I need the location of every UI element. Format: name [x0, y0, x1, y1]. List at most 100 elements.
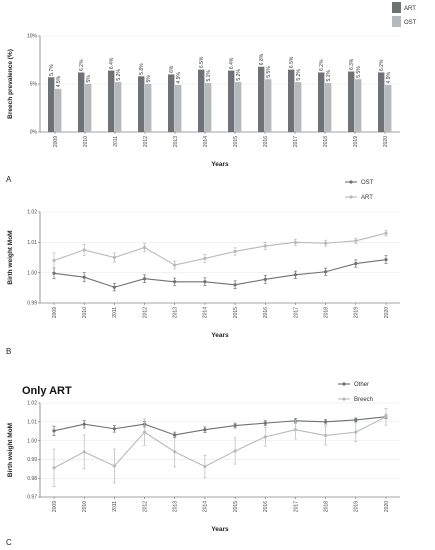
bar-data-label: 6.2% [379, 59, 385, 71]
y-tick-label: 1.02 [27, 401, 37, 407]
data-point-breech [354, 430, 358, 434]
bar-data-label: 6% [169, 65, 175, 73]
x-tick-label: 2014 [203, 307, 209, 318]
x-tick-label: 2018 [323, 307, 329, 318]
bar-data-label: 6.4% [229, 57, 235, 69]
data-point-art [354, 239, 358, 243]
bar-ost [55, 88, 62, 132]
data-point-ost [384, 258, 388, 262]
data-point-other [233, 423, 237, 428]
x-tick-label: 2019 [354, 307, 360, 318]
bar-ost [295, 82, 302, 132]
y-axis-title: Breech prevalence (%) [7, 49, 14, 119]
x-tick-label: 2015 [233, 501, 239, 512]
bar-ost [355, 79, 362, 132]
y-tick-label: 1.00 [27, 438, 37, 444]
legend-label: Other [354, 382, 369, 388]
series-line-breech [53, 416, 387, 469]
data-point-breech [142, 430, 147, 434]
bar-ost [85, 84, 92, 132]
x-tick-label: 2014 [203, 501, 209, 512]
data-point-ost [324, 270, 328, 274]
series-line-other [53, 416, 387, 436]
data-point-other [82, 422, 86, 426]
y-tick-label: 0% [30, 130, 38, 136]
x-tick-label: 2016 [263, 136, 269, 147]
data-point-breech [263, 435, 267, 439]
bar-data-label: 6.5% [199, 56, 205, 68]
data-point-breech [82, 450, 86, 454]
x-axis-title: Years [211, 526, 229, 533]
x-tick-label: 2010 [83, 136, 89, 147]
legend-marker-other [342, 382, 346, 386]
x-tick-label: 2011 [112, 307, 118, 318]
data-point-art [384, 231, 388, 235]
x-tick-label: 2020 [384, 307, 390, 318]
bar-data-label: 5.8% [139, 63, 145, 75]
data-point-art [263, 244, 267, 248]
legend-label: OST [361, 180, 374, 186]
data-point-art [142, 245, 147, 250]
y-tick-label: 5% [30, 82, 38, 88]
bar-data-label: 5% [86, 75, 92, 83]
panel-letter-c: C [6, 538, 12, 547]
x-tick-label: 2012 [142, 307, 148, 318]
data-point-breech [293, 428, 298, 432]
data-point-ost [293, 273, 298, 277]
bar-art [168, 74, 175, 132]
x-tick-label: 2017 [293, 501, 299, 512]
x-tick-label: 2009 [52, 501, 58, 512]
x-tick-label: 2020 [383, 136, 389, 147]
bar-data-label: 6.3% [349, 58, 355, 70]
bar-data-label: 6.5% [289, 56, 295, 68]
bar-data-label: 5% [146, 75, 152, 83]
y-tick-label: 0.99 [27, 457, 37, 463]
data-point-breech [173, 450, 177, 454]
x-tick-label: 2018 [323, 501, 329, 512]
data-point-art [203, 256, 207, 261]
bar-data-label: 4.9% [386, 72, 392, 84]
bar-data-label: 5.5% [356, 66, 362, 78]
x-tick-label: 2012 [143, 136, 149, 147]
data-point-art [112, 255, 116, 260]
bar-data-label: 5.5% [266, 66, 272, 78]
data-point-ost [173, 280, 177, 284]
data-point-other [263, 421, 267, 425]
chart-title: Only ART [22, 385, 72, 397]
bar-data-label: 5.7% [49, 64, 55, 76]
bar-data-label: 6.8% [259, 53, 265, 65]
bar-data-label: 4.9% [176, 72, 182, 84]
bar-ost [205, 83, 212, 132]
x-tick-label: 2019 [354, 501, 360, 512]
x-tick-label: 2013 [173, 136, 179, 147]
data-point-art [233, 249, 237, 254]
data-point-breech [324, 433, 328, 438]
bar-data-label: 6.4% [109, 57, 115, 69]
legend-swatch-art [392, 2, 401, 13]
data-point-ost [52, 271, 56, 275]
series-line-ost [53, 259, 387, 288]
x-tick-label: 2011 [112, 501, 118, 512]
bar-data-label: 5.2% [236, 69, 242, 81]
bar-art [78, 72, 85, 132]
legend-label: OST [404, 20, 417, 26]
panel-letter-b: B [6, 347, 11, 356]
x-tick-label: 2016 [263, 307, 269, 318]
x-tick-label: 2012 [142, 501, 148, 512]
data-point-breech [52, 466, 56, 470]
bar-art [108, 70, 115, 132]
y-tick-label: 0.99 [27, 301, 37, 307]
x-tick-label: 2014 [203, 136, 209, 147]
bar-art [48, 77, 55, 132]
data-point-ost [354, 261, 358, 266]
bar-data-label: 6.2% [79, 59, 85, 71]
legend-label: Breech [354, 397, 373, 403]
data-point-art [293, 240, 298, 244]
data-point-art [173, 263, 177, 267]
x-tick-label: 2011 [113, 136, 119, 147]
data-point-other [173, 433, 177, 437]
bar-art [228, 70, 235, 132]
bar-art [378, 72, 385, 132]
y-tick-label: 10% [27, 34, 38, 40]
